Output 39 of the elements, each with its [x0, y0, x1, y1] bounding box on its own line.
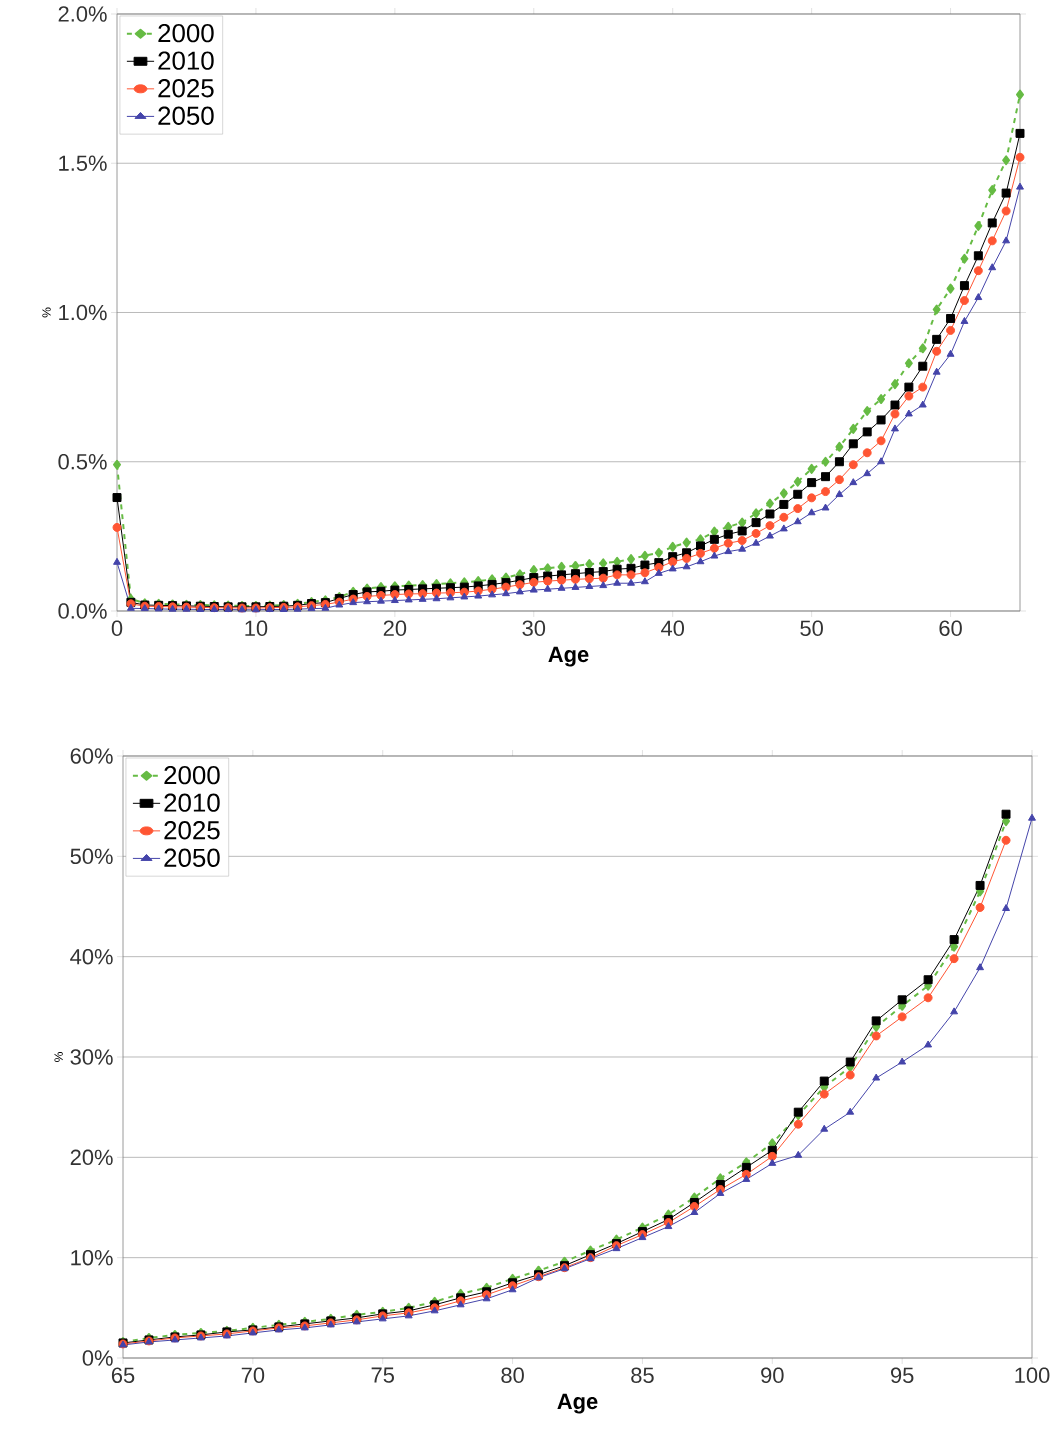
x-tick-label: 20 — [383, 620, 407, 637]
legend-label: 2025 — [158, 79, 214, 98]
y-tick-label: 0% — [82, 1350, 113, 1366]
legend-label: 2010 — [164, 793, 220, 812]
x-tick-label: 30 — [522, 620, 546, 637]
legend-label: 2000 — [158, 23, 214, 43]
y-tick-label: 1.5% — [59, 155, 107, 171]
x-tick-label: 100 — [1015, 1367, 1050, 1384]
legend-label: 2000 — [164, 765, 220, 785]
x-tick-label: 40 — [661, 620, 685, 637]
x-tick-label: 50 — [800, 620, 823, 637]
x-tick-label: 90 — [761, 1367, 784, 1384]
y-tick-label: 2.0% — [58, 6, 107, 22]
y-tick-label: 10% — [71, 1249, 113, 1266]
y-tick-label: 40% — [70, 948, 113, 965]
y-axis-title: % — [54, 1052, 63, 1062]
y-tick-label: 20% — [70, 1149, 113, 1166]
y-tick-label: 50% — [70, 848, 113, 865]
x-tick-label: 60 — [939, 620, 962, 637]
y-tick-label: 60% — [70, 748, 113, 764]
y-tick-label: 0.0% — [58, 603, 107, 619]
x-tick-label: 85 — [631, 1367, 654, 1384]
y-tick-label: 30% — [70, 1049, 113, 1065]
legend-label: 2050 — [158, 106, 214, 125]
x-tick-label: 95 — [890, 1367, 914, 1384]
x-tick-label: 0 — [111, 620, 123, 637]
y-tick-label: 1.0% — [59, 304, 107, 321]
legend-label: 2025 — [164, 821, 220, 840]
x-axis-title: Age — [548, 646, 589, 667]
x-tick-label: 75 — [371, 1367, 394, 1383]
x-tick-label: 70 — [241, 1367, 265, 1384]
legend-label: 2010 — [158, 51, 214, 70]
y-tick-label: 0.5% — [58, 453, 107, 470]
y-axis-title: % — [42, 307, 51, 318]
x-tick-label: 80 — [501, 1367, 524, 1384]
x-tick-label: 10 — [245, 620, 268, 637]
legend-label: 2050 — [164, 848, 220, 867]
x-axis-title: Age — [557, 1393, 598, 1414]
x-tick-label: 65 — [111, 1367, 135, 1384]
